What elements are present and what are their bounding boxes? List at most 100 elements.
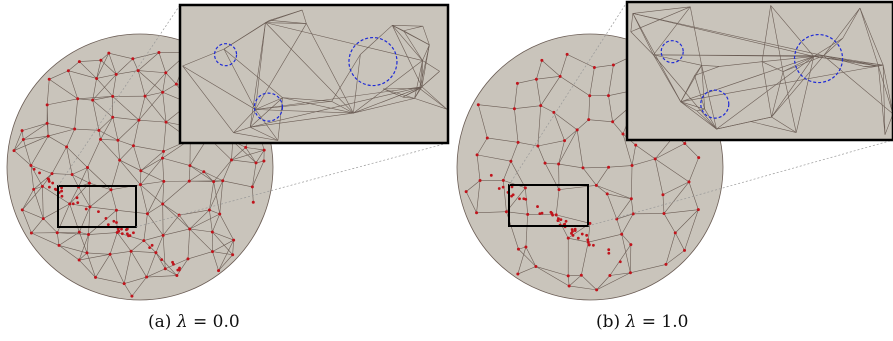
mesh-edge xyxy=(123,251,132,284)
mesh-edge xyxy=(71,174,90,184)
mesh-edge xyxy=(78,234,89,261)
feature-vertex xyxy=(47,177,51,181)
mesh-edge xyxy=(58,245,80,261)
mesh-edge xyxy=(30,135,49,166)
mesh-edge xyxy=(133,145,142,171)
inset-edge xyxy=(277,97,283,141)
mesh-edge xyxy=(110,189,117,211)
mesh-edge xyxy=(588,119,613,123)
caption-b: (b) λ = 1.0 xyxy=(596,312,688,332)
feature-vertex xyxy=(573,227,577,231)
mesh-vertex xyxy=(129,249,133,253)
mesh-edge xyxy=(222,180,253,188)
mesh-edge xyxy=(245,147,257,164)
mesh-edge xyxy=(46,123,49,137)
mesh-edge xyxy=(609,272,631,276)
mesh-vertex xyxy=(87,233,91,237)
feature-vertex xyxy=(76,201,80,205)
mesh-vertex xyxy=(111,115,115,119)
feature-vertex xyxy=(178,266,181,270)
mesh-vertex xyxy=(114,72,118,76)
inset-edge xyxy=(864,64,884,67)
mesh-vertex xyxy=(108,252,112,256)
mesh-vertex xyxy=(254,161,258,165)
mesh-edge xyxy=(212,231,234,241)
mesh-edge xyxy=(165,258,189,270)
mesh-edge xyxy=(476,137,488,156)
mesh-edge xyxy=(596,275,611,291)
mesh-edge xyxy=(162,235,166,269)
mesh-edge xyxy=(616,218,622,235)
mesh-vertex xyxy=(579,273,583,277)
mesh-edge xyxy=(231,159,257,164)
mesh-edge xyxy=(68,70,97,79)
inset-edge xyxy=(771,71,784,118)
mesh-edge xyxy=(119,159,141,185)
mesh-edge xyxy=(123,283,133,297)
mesh-edge xyxy=(56,232,60,246)
mesh-vertex xyxy=(21,138,25,142)
mesh-edge xyxy=(252,186,254,203)
mesh-vertex xyxy=(629,243,633,247)
inset-edge xyxy=(632,13,682,102)
inset xyxy=(178,3,450,145)
inset-edge xyxy=(422,44,430,61)
inset-edge xyxy=(250,86,422,128)
mesh-vertex xyxy=(563,139,567,143)
mesh-edge xyxy=(79,231,89,235)
inset-edge xyxy=(680,101,717,130)
mesh-edge xyxy=(567,275,570,286)
mesh-vertex xyxy=(85,251,89,255)
mesh-vertex xyxy=(99,58,103,62)
feature-vertex xyxy=(112,219,116,223)
inset-edge xyxy=(878,66,886,135)
inset-edge xyxy=(360,25,393,55)
mesh-edge xyxy=(465,191,477,213)
caption-b-value: = 1.0 xyxy=(641,312,689,332)
highlight-circle xyxy=(700,89,730,119)
mesh-edge xyxy=(130,251,147,278)
leader-lines xyxy=(57,4,449,228)
mesh-vertex xyxy=(534,264,538,268)
feature-vertex xyxy=(585,233,589,237)
mesh-vertex xyxy=(46,134,50,138)
inset-edge xyxy=(859,7,879,67)
inset-edge xyxy=(719,61,763,67)
feature-vertex xyxy=(510,194,513,198)
mesh-vertex xyxy=(586,240,590,244)
mesh-edge xyxy=(621,234,631,273)
inset-edge xyxy=(249,109,256,128)
mesh-edge xyxy=(133,145,164,152)
mesh-edge xyxy=(22,186,43,211)
inset-edge xyxy=(701,65,720,67)
mesh-vertex xyxy=(232,238,236,242)
mesh-edge xyxy=(30,165,53,174)
mesh-edge xyxy=(110,250,132,255)
mesh-vertex xyxy=(566,274,570,278)
mesh-edge xyxy=(158,52,167,73)
mesh-edge xyxy=(621,213,634,235)
feature-vertex xyxy=(71,202,75,206)
mesh-edge xyxy=(140,181,164,185)
mesh-vertex xyxy=(244,145,248,149)
mesh-edge xyxy=(43,203,70,219)
inset-edge xyxy=(771,56,815,118)
mesh-edge xyxy=(662,194,665,214)
mesh-edge xyxy=(137,70,163,93)
mesh-vertex xyxy=(111,94,115,98)
mesh-vertex xyxy=(136,69,140,73)
mesh-vertex xyxy=(29,231,33,235)
mesh-edge xyxy=(147,203,163,214)
mesh-vertex xyxy=(66,69,70,73)
inset-edge xyxy=(392,25,423,87)
mesh-edge xyxy=(596,167,609,186)
mesh-edge xyxy=(582,167,597,186)
mesh-edge xyxy=(535,266,570,287)
mesh-edge xyxy=(612,121,624,135)
mesh-vertex xyxy=(673,231,677,235)
mesh-vertex xyxy=(122,282,126,286)
inset-edge xyxy=(250,112,354,128)
mesh-edge xyxy=(51,146,67,174)
mesh-vertex xyxy=(99,137,103,141)
